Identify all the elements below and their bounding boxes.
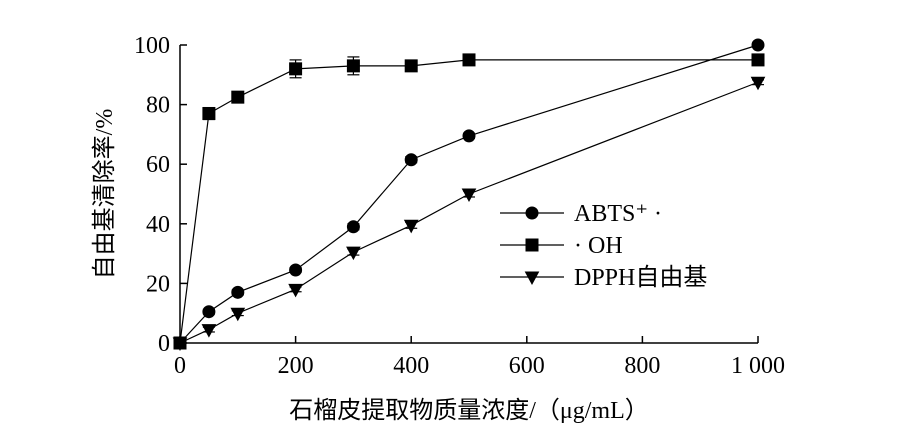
legend-label: DPPH自由基 xyxy=(574,264,707,291)
data-point xyxy=(346,59,360,73)
y-tick-label: 60 xyxy=(146,152,170,178)
data-point xyxy=(231,90,245,104)
data-point xyxy=(202,107,216,121)
legend-item: DPPH自由基 xyxy=(500,264,707,291)
data-point xyxy=(461,188,477,203)
y-tick-label: 80 xyxy=(146,93,170,119)
data-point xyxy=(403,219,419,234)
data-point xyxy=(751,53,765,67)
y-tick-label: 40 xyxy=(146,212,170,238)
series-layer xyxy=(172,38,766,352)
x-tick-label: 200 xyxy=(278,353,314,379)
data-point xyxy=(751,38,765,52)
data-point xyxy=(289,62,303,76)
series-line xyxy=(179,81,759,344)
legend-item: · OH xyxy=(500,233,623,259)
x-tick-label: 600 xyxy=(509,353,545,379)
series-triangle-down xyxy=(172,76,766,352)
data-point xyxy=(404,59,418,73)
legend-marker xyxy=(525,238,539,252)
data-point xyxy=(462,129,476,143)
series-square xyxy=(173,53,765,350)
x-tick-label: 800 xyxy=(624,353,660,379)
data-point xyxy=(346,246,361,261)
data-point xyxy=(231,285,245,299)
data-point xyxy=(172,337,188,352)
data-point xyxy=(404,153,418,167)
data-point xyxy=(201,324,217,338)
x-tick-label: 0 xyxy=(174,353,186,379)
x-tick-label: 400 xyxy=(393,353,429,379)
data-point xyxy=(202,305,216,319)
data-point xyxy=(750,76,766,91)
legend-label: · OH xyxy=(574,233,623,259)
data-point xyxy=(230,307,246,322)
data-point xyxy=(346,220,360,234)
y-tick-label: 100 xyxy=(134,33,170,59)
data-point xyxy=(288,283,303,298)
y-tick-label: 20 xyxy=(146,271,170,297)
data-point xyxy=(462,53,476,67)
data-point xyxy=(289,263,303,277)
x-axis-label: 石榴皮提取物质量浓度/（μg/mL） xyxy=(289,397,649,424)
y-tick-label: 0 xyxy=(158,331,170,357)
legend-marker xyxy=(525,206,539,220)
x-tick-label: 1 000 xyxy=(731,353,785,379)
legend-label: ABTS⁺ · xyxy=(574,201,662,227)
y-axis-label: 自由基清除率/% xyxy=(91,109,118,280)
legend-marker xyxy=(524,271,540,286)
axes xyxy=(179,45,758,344)
legend: ABTS⁺ · · OH DPPH自由基 xyxy=(500,201,707,291)
legend-item: ABTS⁺ · xyxy=(500,201,662,227)
